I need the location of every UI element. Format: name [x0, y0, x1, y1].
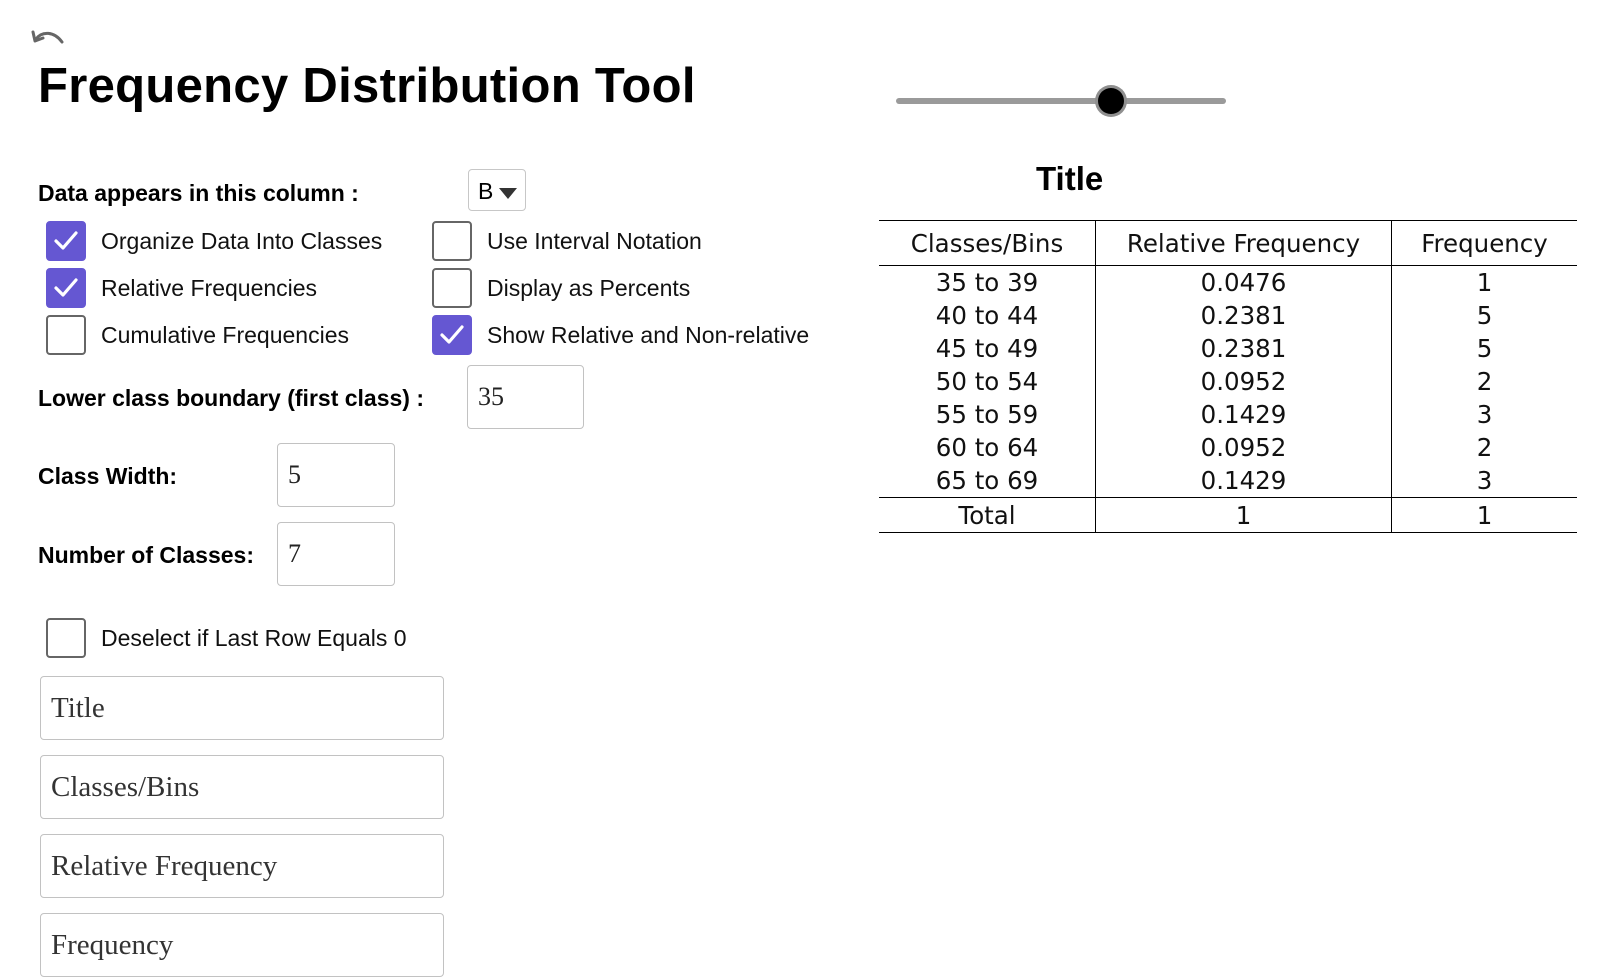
table-title: Title	[1036, 160, 1104, 197]
frequency-label-field[interactable]	[40, 913, 444, 977]
relative-frequency-cell: 0.0952	[1095, 365, 1392, 398]
checkbox-box[interactable]	[432, 221, 472, 261]
frequency-cell: 1	[1476, 268, 1493, 297]
relative-frequency-cell: 0.2381	[1095, 299, 1392, 332]
undo-icon	[31, 30, 64, 44]
relative-frequency-cell: 0.1429	[1095, 464, 1392, 498]
class-width-input[interactable]	[277, 443, 395, 507]
checkbox-label: Show Relative and Non-relative	[487, 321, 810, 348]
column-header-frequency: Frequency	[1391, 220, 1577, 266]
checkbox-deselect-last-row[interactable]: Deselect if Last Row Equals 0	[46, 618, 407, 658]
slider-thumb[interactable]	[1097, 88, 1124, 114]
table-row: 45 to 49 0.2381 5	[879, 332, 1577, 365]
checkbox-label: Cumulative Frequencies	[101, 321, 350, 348]
num-classes-input[interactable]	[277, 522, 395, 586]
classes-label-field[interactable]	[40, 755, 444, 819]
total-relative-frequency-cell: 1	[1095, 497, 1392, 533]
frequency-cell: 3	[1476, 400, 1493, 429]
class-cell: 35 to 39	[879, 265, 1096, 299]
class-width-label: Class Width:	[38, 463, 178, 489]
checkbox-label: Deselect if Last Row Equals 0	[101, 624, 407, 651]
check-icon	[54, 231, 78, 250]
checkbox-show-relative-nonrelative[interactable]: Show Relative and Non-relative	[432, 315, 809, 355]
class-cell: 45 to 49	[879, 332, 1096, 365]
total-label-cell: Total	[879, 497, 1096, 533]
table-row: 35 to 39 0.0476 1	[879, 265, 1577, 299]
checkbox-box[interactable]	[432, 268, 472, 308]
num-classes-label: Number of Classes:	[38, 542, 255, 568]
class-cell: 40 to 44	[879, 299, 1096, 332]
checkbox-box[interactable]	[46, 221, 86, 261]
check-icon	[440, 325, 464, 344]
class-cell: 55 to 59	[879, 398, 1096, 431]
total-frequency-cell: 1	[1391, 497, 1577, 533]
checkbox-organize-classes[interactable]: Organize Data Into Classes	[46, 221, 382, 261]
column-header-classes: Classes/Bins	[879, 220, 1096, 266]
frequency-cell: 5	[1476, 334, 1493, 363]
column-header-relative-frequency: Relative Frequency	[1095, 220, 1392, 266]
table-row: 50 to 54 0.0952 2	[879, 365, 1577, 398]
checkbox-cumulative-frequencies[interactable]: Cumulative Frequencies	[46, 315, 349, 355]
frequency-cell: 3	[1476, 466, 1493, 495]
table-row: 55 to 59 0.1429 3	[879, 398, 1577, 431]
class-cell: 60 to 64	[879, 431, 1096, 464]
table-total-row: Total 1 1	[879, 497, 1577, 533]
frequency-cell: 2	[1476, 433, 1493, 462]
checkbox-label: Display as Percents	[487, 274, 691, 301]
undo-button[interactable]	[30, 28, 70, 54]
data-column-select[interactable]: B	[468, 169, 526, 211]
relative-frequency-cell: 0.0952	[1095, 431, 1392, 464]
lower-boundary-input[interactable]	[467, 365, 584, 429]
frequency-cell: 5	[1476, 301, 1493, 330]
slider-track	[896, 98, 1226, 104]
check-icon	[54, 278, 78, 297]
table-row: 65 to 69 0.1429 3	[879, 464, 1577, 498]
data-column-value: B	[478, 178, 494, 204]
checkbox-box[interactable]	[46, 268, 86, 308]
table-header-row: Classes/Bins Relative Frequency Frequenc…	[879, 220, 1577, 266]
lower-boundary-label: Lower class boundary (first class) :	[38, 385, 425, 411]
checkbox-display-percents[interactable]: Display as Percents	[432, 268, 690, 308]
checkbox-label: Use Interval Notation	[487, 227, 702, 254]
checkbox-box[interactable]	[432, 315, 472, 355]
table-row: 40 to 44 0.2381 5	[879, 299, 1577, 332]
class-cell: 50 to 54	[879, 365, 1096, 398]
checkbox-label: Organize Data Into Classes	[101, 227, 383, 254]
checkbox-relative-frequencies[interactable]: Relative Frequencies	[46, 268, 317, 308]
slider[interactable]	[896, 84, 1226, 120]
relative-frequency-label-field[interactable]	[40, 834, 444, 898]
chevron-down-icon	[499, 188, 517, 199]
relative-frequency-cell: 0.0476	[1095, 265, 1392, 299]
page-title: Frequency Distribution Tool	[38, 59, 696, 113]
checkbox-box[interactable]	[46, 618, 86, 658]
checkbox-label: Relative Frequencies	[101, 274, 318, 301]
data-column-label: Data appears in this column :	[38, 180, 359, 206]
table-row: 60 to 64 0.0952 2	[879, 431, 1577, 464]
checkbox-box[interactable]	[46, 315, 86, 355]
class-cell: 65 to 69	[879, 464, 1096, 498]
frequency-table: Classes/Bins Relative Frequency Frequenc…	[879, 220, 1577, 533]
relative-frequency-cell: 0.1429	[1095, 398, 1392, 431]
title-field[interactable]	[40, 676, 444, 740]
checkbox-interval-notation[interactable]: Use Interval Notation	[432, 221, 702, 261]
frequency-cell: 2	[1476, 367, 1493, 396]
relative-frequency-cell: 0.2381	[1095, 332, 1392, 365]
